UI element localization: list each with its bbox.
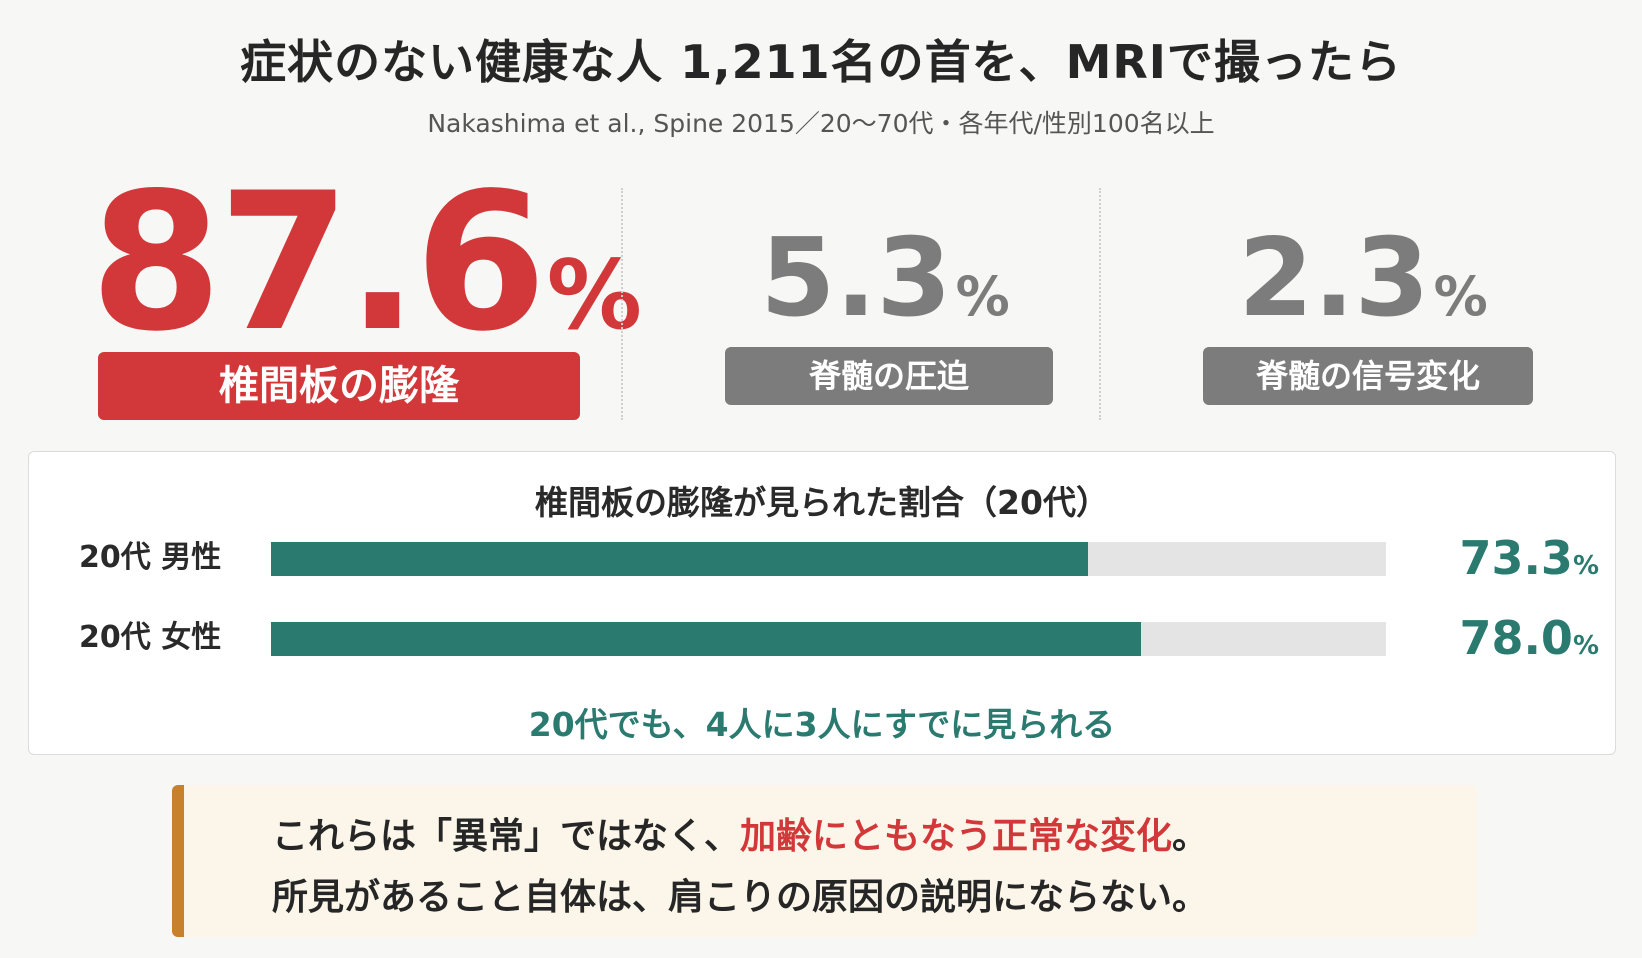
stat-cord-compression-value: 5.3% <box>720 225 1050 333</box>
bar-value-unit: % <box>1572 551 1599 581</box>
stat-value-number: 5.3 <box>760 216 952 341</box>
page-title: 症状のない健康な人 1,211名の首を、MRIで撮ったら <box>240 35 1402 89</box>
stat-value-unit: % <box>1433 265 1488 328</box>
callout-text: これらは「異常」ではなく、 <box>272 816 741 857</box>
callout-accent-bar <box>172 785 184 937</box>
bar-row-male: 20代 男性 73.3% <box>29 531 1615 585</box>
stat-cord-compression-label: 脊髄の圧迫 <box>725 347 1053 405</box>
stat-value-number: 2.3 <box>1238 216 1430 341</box>
source-citation: Nakashima et al., Spine 2015／20〜70代・各年代/… <box>427 109 1215 138</box>
bar-value-unit: % <box>1572 631 1599 661</box>
bar-category-label: 20代 女性 <box>79 620 222 655</box>
conclusion-callout: これらは「異常」ではなく、加齢にともなう正常な変化。 所見があること自体は、肩こ… <box>172 785 1477 937</box>
callout-highlight: 加齢にともなう正常な変化 <box>740 816 1173 857</box>
bar-value-number: 73.3 <box>1459 531 1573 585</box>
stat-divider <box>1099 188 1101 420</box>
stat-cord-signal-change: 2.3% <box>1198 225 1528 333</box>
chart-title: 椎間板の膨隆が見られた割合（20代） <box>535 483 1109 522</box>
bar-fill-female <box>271 622 1141 656</box>
stat-value-unit: % <box>546 241 642 351</box>
stat-disc-bulge: 87.6% <box>90 168 642 358</box>
chart-annotation: 20代でも、4人に3人にすでに見られる <box>528 705 1116 744</box>
bar-category-label: 20代 男性 <box>79 540 222 575</box>
stat-cord-signal-change-label: 脊髄の信号変化 <box>1203 347 1533 405</box>
bar-value-number: 78.0 <box>1459 611 1573 665</box>
bar-chart-panel: 椎間板の膨隆が見られた割合（20代） 20代 男性 73.3% 20代 女性 7… <box>28 451 1616 755</box>
bar-value-label: 73.3% <box>1399 530 1599 594</box>
stat-disc-bulge-label: 椎間板の膨隆 <box>98 352 580 420</box>
bar-track <box>271 542 1386 576</box>
stat-value-unit: % <box>955 265 1010 328</box>
stat-disc-bulge-value: 87.6% <box>90 168 642 358</box>
stat-cord-compression: 5.3% <box>720 225 1050 333</box>
callout-text-end: 。 <box>1172 816 1209 857</box>
callout-line-1: これらは「異常」ではなく、加齢にともなう正常な変化。 <box>272 807 1208 859</box>
stat-cord-signal-change-value: 2.3% <box>1198 225 1528 333</box>
stat-value-number: 87.6 <box>90 152 547 373</box>
stat-divider <box>621 188 623 420</box>
bar-fill-male <box>271 542 1089 576</box>
bar-value-label: 78.0% <box>1399 610 1599 674</box>
bar-row-female: 20代 女性 78.0% <box>29 611 1615 665</box>
callout-line-2: 所見があること自体は、肩こりの原因の説明にならない。 <box>272 877 1209 918</box>
bar-track <box>271 622 1386 656</box>
